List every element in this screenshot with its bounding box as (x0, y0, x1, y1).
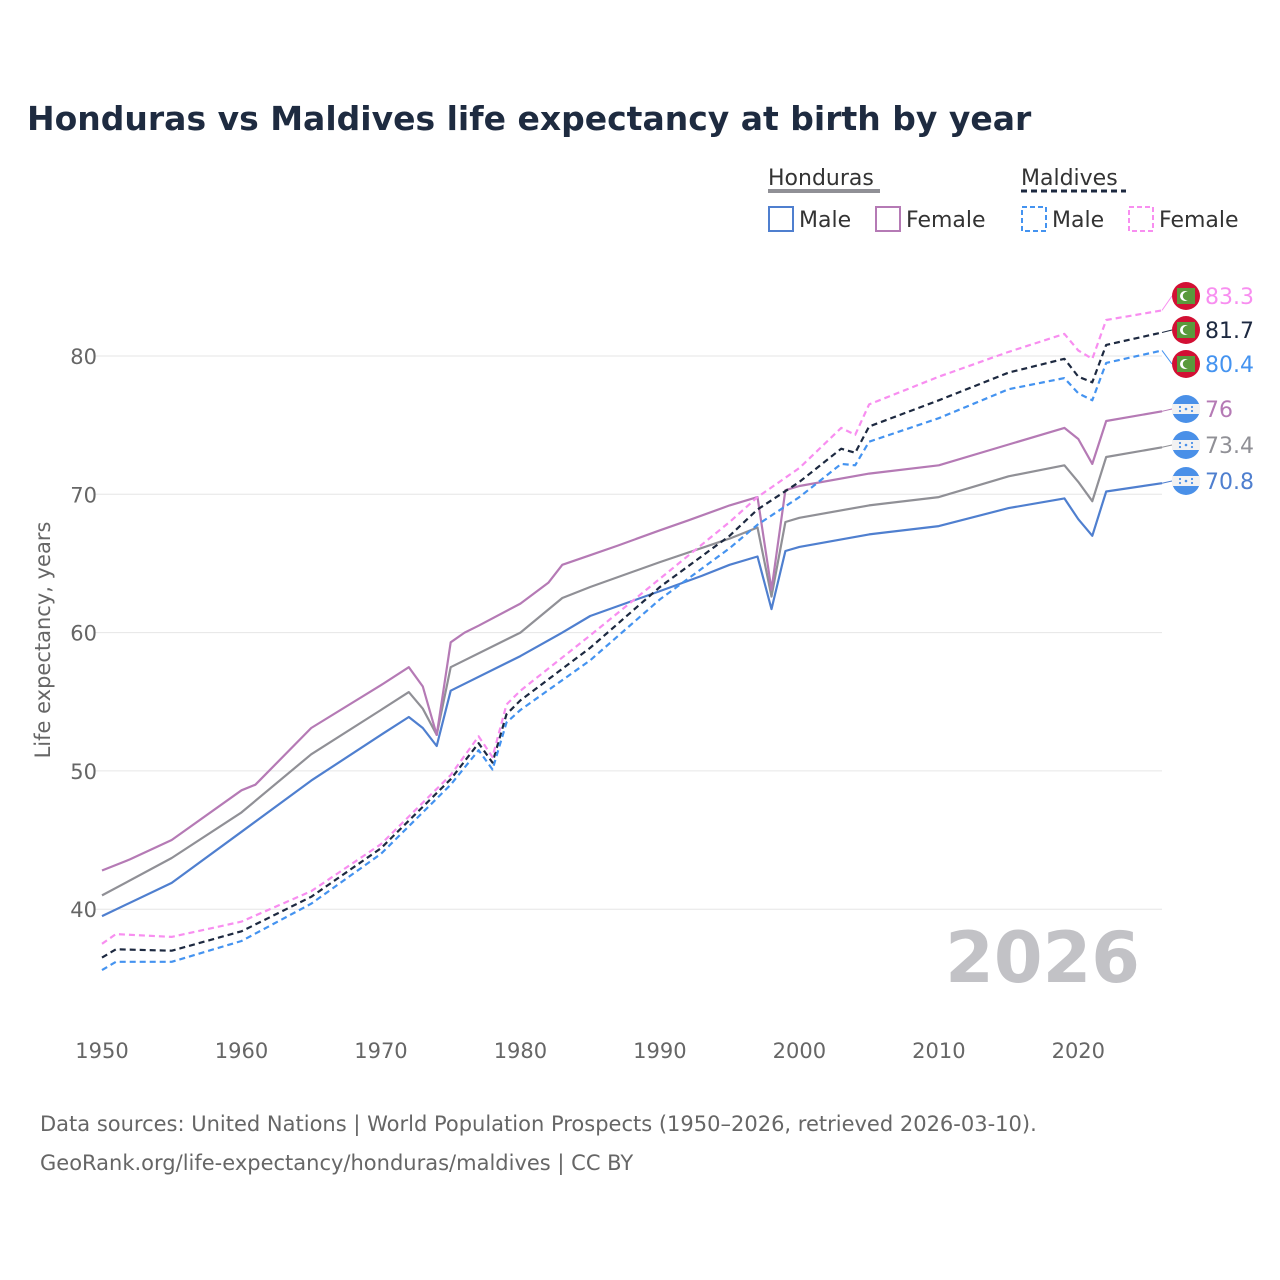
legend-maldives-female[interactable]: Female (1159, 208, 1239, 233)
honduras-flag-icon (1172, 467, 1200, 495)
y-tick-label: 40 (70, 898, 97, 922)
maldives-flag-icon (1172, 350, 1200, 378)
end-value-label: 81.7 (1205, 319, 1254, 344)
end-label-connector (1161, 444, 1173, 448)
honduras-flag-icon (1172, 431, 1200, 459)
honduras-flag-icon (1172, 395, 1200, 423)
line-maldives-male (101, 349, 1163, 972)
legend-maldives-female-swatch (1128, 206, 1154, 232)
legend-maldives-male[interactable]: Male (1052, 208, 1104, 233)
y-tick-label: 50 (70, 760, 97, 784)
end-value-label: 73.4 (1205, 434, 1254, 459)
end-label-connector (1161, 295, 1173, 311)
maldives-flag-icon (1172, 282, 1200, 310)
end-value-label: 83.3 (1205, 285, 1254, 310)
line-maldives-female (101, 309, 1163, 945)
end-label-connector (1161, 350, 1173, 365)
y-axis-label: Life expectancy, years (31, 522, 55, 759)
legend-group-honduras[interactable]: Honduras (768, 166, 874, 191)
year-watermark: 2026 (945, 917, 1140, 999)
x-tick-label: 1970 (354, 1039, 407, 1063)
end-labels: 73.4 70.8 76 81.7 80.4 83.3 (1161, 282, 1254, 495)
end-value-label: 70.8 (1205, 470, 1254, 495)
end-value-label: 80.4 (1205, 353, 1254, 378)
y-tick-label: 60 (70, 622, 97, 646)
end-label-connector (1161, 329, 1173, 333)
line-maldives-total (101, 331, 1163, 959)
line-honduras-male (101, 482, 1163, 918)
line-honduras-female (101, 410, 1163, 872)
source-line-2[interactable]: GeoRank.org/life-expectancy/honduras/mal… (40, 1151, 633, 1176)
chart-title: Honduras vs Maldives life expectancy at … (27, 99, 1032, 138)
x-tick-label: 2000 (773, 1039, 826, 1063)
legend-honduras-male[interactable]: Male (799, 208, 851, 233)
legend-group-maldives[interactable]: Maldives (1021, 166, 1118, 191)
end-label-connector (1161, 408, 1173, 412)
x-tick-label: 2010 (912, 1039, 965, 1063)
series-lines (101, 309, 1163, 972)
x-tick-label: 1980 (494, 1039, 547, 1063)
legend-honduras-male-swatch (768, 206, 794, 232)
end-label-connector (1161, 480, 1173, 484)
y-tick-label: 80 (70, 345, 97, 369)
end-value-label: 76 (1205, 398, 1233, 423)
legend: Honduras Male Female Maldives Male Femal… (768, 166, 1239, 233)
x-tick-label: 2020 (1052, 1039, 1105, 1063)
legend-honduras-female-swatch (875, 206, 901, 232)
x-tick-label: 1950 (75, 1039, 128, 1063)
source-line-1: Data sources: United Nations | World Pop… (40, 1112, 1037, 1137)
legend-maldives-male-swatch (1021, 206, 1047, 232)
legend-honduras-female[interactable]: Female (906, 208, 986, 233)
line-honduras-total (101, 446, 1163, 897)
x-tick-label: 1960 (215, 1039, 268, 1063)
grid: 40 50 60 70 80 1950 1960 1970 1980 1990 2000 2010 20… (70, 345, 1162, 1063)
maldives-flag-icon (1172, 316, 1200, 344)
y-tick-label: 70 (70, 483, 97, 507)
x-tick-label: 1990 (633, 1039, 686, 1063)
